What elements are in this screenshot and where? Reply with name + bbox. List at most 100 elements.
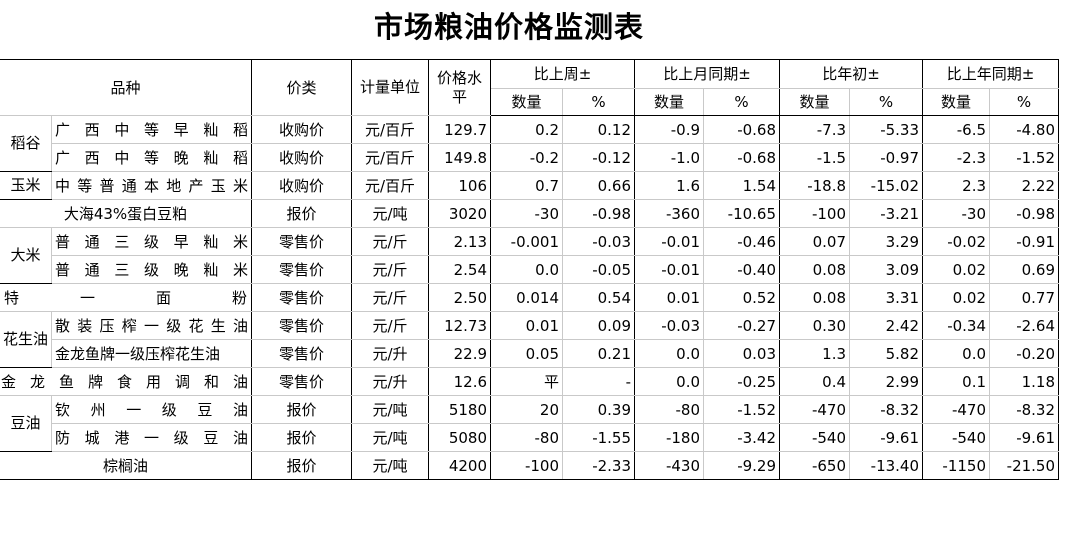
- price-value: 2.50: [428, 283, 492, 312]
- header-qty: 数量: [634, 88, 705, 116]
- change-pct: -21.50: [989, 451, 1060, 480]
- variety-name: 特一面粉: [0, 283, 253, 312]
- change-qty: -1150: [922, 451, 991, 480]
- unit: 元/吨: [351, 451, 430, 480]
- change-qty: 2.3: [922, 171, 991, 200]
- change-qty: -0.02: [922, 227, 991, 256]
- table-row: 金龙鱼牌食用调和油 零售价 元/升 12.6 平 -0.0 -0.25 0.4 2.99 0.1 1…: [0, 367, 1060, 396]
- change-pct: -0.91: [989, 227, 1060, 256]
- price-type: 零售价: [251, 339, 353, 368]
- change-pct: 1.54: [703, 171, 781, 200]
- change-pct: 3.29: [849, 227, 924, 256]
- price-value: 3020: [428, 199, 492, 228]
- price-value: 4200: [428, 451, 492, 480]
- change-qty: 0.0: [490, 255, 564, 284]
- group-label: 花生油: [0, 311, 53, 368]
- change-pct: -5.33: [849, 115, 924, 144]
- group-label: 豆油: [0, 395, 53, 452]
- change-pct: 1.18: [989, 367, 1060, 396]
- change-qty: 0.014: [490, 283, 564, 312]
- unit: 元/斤: [351, 255, 430, 284]
- unit: 元/吨: [351, 395, 430, 424]
- change-pct: -: [562, 367, 636, 396]
- table-row: 特一面粉 零售价 元/斤 2.50 0.014 0.54 0.01 0.52 0.08 3.31 0…: [0, 283, 1060, 312]
- change-qty: -100: [490, 451, 564, 480]
- change-pct: -9.61: [849, 423, 924, 452]
- price-value: 2.54: [428, 255, 492, 284]
- change-qty: -80: [634, 395, 705, 424]
- change-qty: -470: [922, 395, 991, 424]
- change-pct: 0.54: [562, 283, 636, 312]
- header-month-change: 比上月同期±: [634, 59, 781, 89]
- change-qty: 平: [490, 367, 564, 396]
- variety-name: 广西中等晚籼稻: [51, 143, 253, 172]
- header-pct: %: [562, 88, 636, 116]
- price-type: 报价: [251, 423, 353, 452]
- table-row: 稻谷 广西中等早籼稻 收购价 元/百斤 129.7 0.2 0.12 -0.9 -0.68 -7.…: [0, 115, 1060, 172]
- table-row: 棕榈油 报价 元/吨 4200 -100 -2.33 -430 -9.29 -650 -13.40…: [0, 451, 1060, 480]
- change-pct: -0.25: [703, 367, 781, 396]
- header-variety: 品种: [0, 59, 253, 116]
- change-pct: -0.20: [989, 339, 1060, 368]
- unit: 元/斤: [351, 283, 430, 312]
- change-pct: -0.03: [562, 227, 636, 256]
- change-qty: -0.34: [922, 311, 991, 340]
- header-pct: %: [703, 88, 781, 116]
- price-value: 2.13: [428, 227, 492, 256]
- change-pct: 0.69: [989, 255, 1060, 284]
- unit: 元/百斤: [351, 115, 430, 144]
- change-pct: 3.31: [849, 283, 924, 312]
- change-qty: -0.2: [490, 143, 564, 172]
- change-pct: -0.68: [703, 115, 781, 144]
- change-qty: 0.05: [490, 339, 564, 368]
- price-value: 106: [428, 171, 492, 200]
- change-pct: -0.97: [849, 143, 924, 172]
- change-qty: -360: [634, 199, 705, 228]
- price-value: 12.73: [428, 311, 492, 340]
- group-label: 大米: [0, 227, 53, 284]
- change-pct: 2.42: [849, 311, 924, 340]
- change-pct: -4.80: [989, 115, 1060, 144]
- change-pct: -1.52: [989, 143, 1060, 172]
- change-qty: 0.08: [779, 255, 851, 284]
- unit: 元/百斤: [351, 143, 430, 172]
- change-pct: -1.55: [562, 423, 636, 452]
- change-pct: 0.66: [562, 171, 636, 200]
- change-pct: -9.61: [989, 423, 1060, 452]
- change-pct: -8.32: [989, 395, 1060, 424]
- change-pct: 0.12: [562, 115, 636, 144]
- unit: 元/吨: [351, 199, 430, 228]
- change-qty: 0.0: [634, 339, 705, 368]
- variety-name: 普通三级晚籼米: [51, 255, 253, 284]
- change-pct: 0.77: [989, 283, 1060, 312]
- change-qty: -0.001: [490, 227, 564, 256]
- change-pct: -13.40: [849, 451, 924, 480]
- change-qty: -0.9: [634, 115, 705, 144]
- variety-name: 中等普通本地产玉米: [51, 171, 253, 200]
- change-pct: 0.21: [562, 339, 636, 368]
- price-value: 129.7: [428, 115, 492, 144]
- change-qty: 0.01: [634, 283, 705, 312]
- page-title: 市场粮油价格监测表: [373, 10, 644, 44]
- change-pct: -0.05: [562, 255, 636, 284]
- header-pct: %: [849, 88, 924, 116]
- header-qty: 数量: [490, 88, 564, 116]
- change-pct: -1.52: [703, 395, 781, 424]
- change-qty: 0.02: [922, 255, 991, 284]
- change-qty: 0.08: [779, 283, 851, 312]
- change-qty: -7.3: [779, 115, 851, 144]
- price-value: 149.8: [428, 143, 492, 172]
- header-week-change: 比上周±: [490, 59, 636, 89]
- table-row: 豆油 钦州一级豆油 报价 元/吨 5180 20 0.39 -80 -1.52 -470 -8.32…: [0, 395, 1060, 452]
- change-pct: -0.12: [562, 143, 636, 172]
- header-qty: 数量: [779, 88, 851, 116]
- change-qty: -0.01: [634, 227, 705, 256]
- table-row: 大米 普通三级早籼米 零售价 元/斤 2.13 -0.001 -0.03 -0.01 -0.46…: [0, 227, 1060, 284]
- change-pct: -8.32: [849, 395, 924, 424]
- unit: 元/升: [351, 339, 430, 368]
- change-pct: 3.09: [849, 255, 924, 284]
- variety-name: 金龙鱼牌一级压榨花生油: [51, 339, 253, 368]
- price-type: 零售价: [251, 227, 353, 256]
- change-qty: -30: [922, 199, 991, 228]
- change-qty: 0.2: [490, 115, 564, 144]
